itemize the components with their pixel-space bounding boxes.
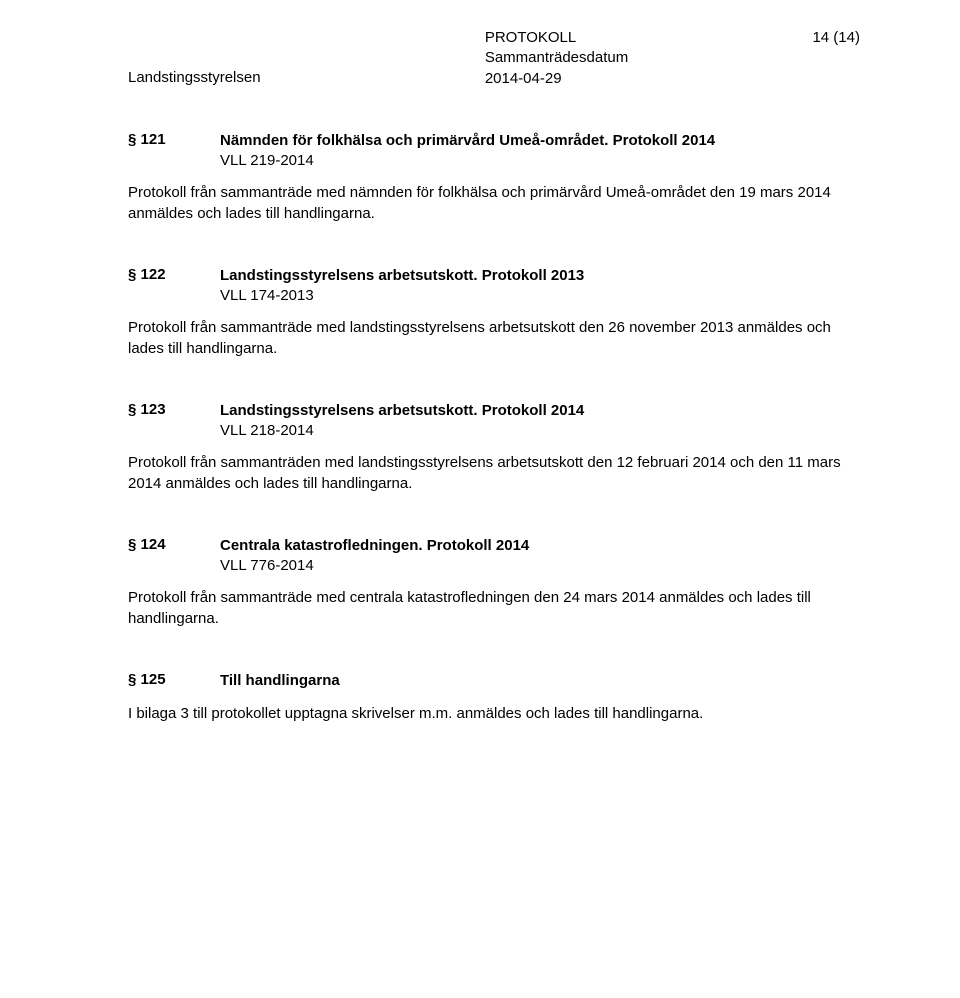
section-title: Landstingsstyrelsens arbetsutskott. Prot… xyxy=(220,266,584,286)
section-heading: § 125 Till handlingarna xyxy=(128,671,860,691)
document-header: Landstingsstyrelsen PROTOKOLL Sammanträd… xyxy=(128,28,860,89)
section-number: § 121 xyxy=(128,131,220,151)
section-122: § 122 Landstingsstyrelsens arbetsutskott… xyxy=(128,266,860,359)
section-number: § 122 xyxy=(128,266,220,286)
section-body: Protokoll från sammanträden med landstin… xyxy=(128,453,860,494)
section-title: Nämnden för folkhälsa och primärvård Ume… xyxy=(220,131,715,151)
header-org: Landstingsstyrelsen xyxy=(128,28,261,88)
section-124: § 124 Centrala katastrofledningen. Proto… xyxy=(128,536,860,629)
section-body: Protokoll från sammanträde med landsting… xyxy=(128,318,860,359)
page-number: 14 (14) xyxy=(812,28,860,48)
section-reference: VLL 218-2014 xyxy=(220,422,860,439)
section-body: Protokoll från sammanträde med centrala … xyxy=(128,588,860,629)
section-reference: VLL 219-2014 xyxy=(220,152,860,169)
section-heading: § 121 Nämnden för folkhälsa och primärvå… xyxy=(128,131,860,151)
section-title: Centrala katastrofledningen. Protokoll 2… xyxy=(220,536,529,556)
section-123: § 123 Landstingsstyrelsens arbetsutskott… xyxy=(128,401,860,494)
doc-subtitle: Sammanträdesdatum xyxy=(485,48,628,68)
doc-type: PROTOKOLL xyxy=(485,28,628,48)
section-title: Landstingsstyrelsens arbetsutskott. Prot… xyxy=(220,401,584,421)
document-page: Landstingsstyrelsen PROTOKOLL Sammanträd… xyxy=(0,0,960,795)
section-title: Till handlingarna xyxy=(220,671,340,691)
section-reference: VLL 776-2014 xyxy=(220,557,860,574)
section-heading: § 122 Landstingsstyrelsens arbetsutskott… xyxy=(128,266,860,286)
doc-date: 2014-04-29 xyxy=(485,69,628,89)
section-number: § 124 xyxy=(128,536,220,556)
section-body: Protokoll från sammanträde med nämnden f… xyxy=(128,183,860,224)
section-121: § 121 Nämnden för folkhälsa och primärvå… xyxy=(128,131,860,224)
section-reference: VLL 174-2013 xyxy=(220,287,860,304)
section-heading: § 124 Centrala katastrofledningen. Proto… xyxy=(128,536,860,556)
section-body: I bilaga 3 till protokollet upptagna skr… xyxy=(128,704,860,724)
section-heading: § 123 Landstingsstyrelsens arbetsutskott… xyxy=(128,401,860,421)
section-number: § 125 xyxy=(128,671,220,691)
section-number: § 123 xyxy=(128,401,220,421)
header-center: PROTOKOLL Sammanträdesdatum 2014-04-29 xyxy=(445,28,628,89)
section-125: § 125 Till handlingarna I bilaga 3 till … xyxy=(128,671,860,725)
